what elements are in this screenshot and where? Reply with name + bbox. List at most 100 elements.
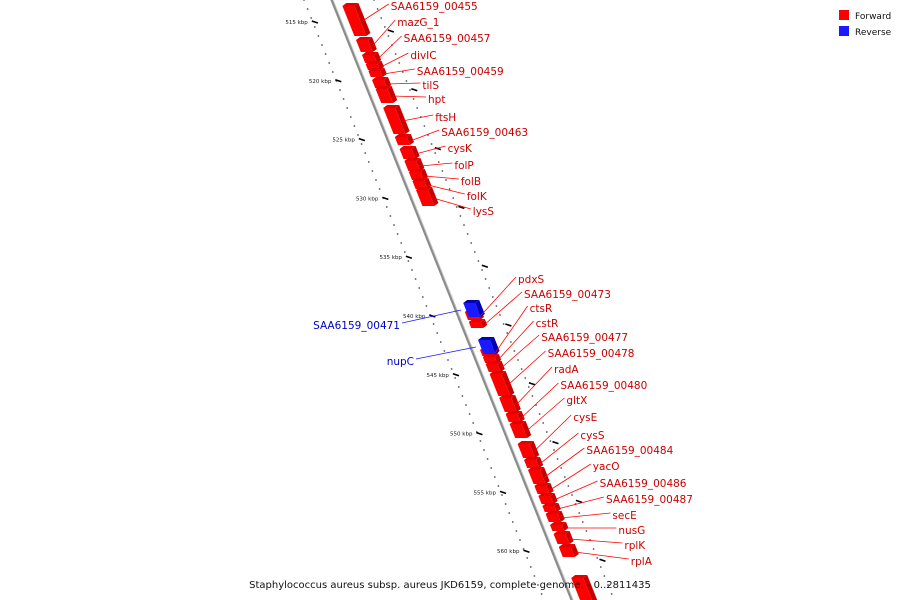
label-connector: [569, 538, 623, 544]
forward-feature-block[interactable]: [524, 457, 544, 468]
guide-dot: [526, 557, 529, 559]
forward-feature-block[interactable]: [505, 411, 525, 422]
feature-label[interactable]: SAA6159_00480: [560, 380, 647, 392]
feature-label[interactable]: SAA6159_00455: [391, 1, 478, 13]
forward-feature-block[interactable]: [342, 3, 371, 36]
forward-feature-block[interactable]: [399, 146, 420, 159]
scale-tick-mark: [405, 255, 413, 259]
feature-blocks: [342, 3, 599, 600]
forward-feature-block[interactable]: [550, 522, 569, 531]
feature-label[interactable]: SAA6159_00478: [548, 348, 635, 360]
forward-feature-block[interactable]: [375, 86, 398, 103]
label-connector: [372, 19, 396, 47]
feature-label[interactable]: rplA: [631, 556, 653, 568]
label-connector: [480, 276, 517, 317]
guide-dot: [364, 152, 367, 154]
forward-feature-block[interactable]: [404, 158, 425, 171]
feature-label[interactable]: SAA6159_00477: [541, 332, 628, 344]
feature-label[interactable]: nupC: [387, 356, 414, 368]
scale-tick-mark: [523, 549, 530, 553]
guide-dot: [538, 413, 541, 415]
feature-label[interactable]: rplK: [624, 540, 646, 552]
feature-label[interactable]: pdxS: [518, 274, 545, 286]
forward-feature-block[interactable]: [538, 493, 558, 504]
feature-label[interactable]: SAA6159_00484: [586, 445, 673, 457]
feature-label[interactable]: cysK: [448, 143, 473, 155]
forward-feature-block[interactable]: [372, 77, 392, 88]
feature-label[interactable]: radA: [554, 364, 579, 376]
feature-label[interactable]: cysS: [580, 430, 604, 442]
feature-label[interactable]: folK: [467, 191, 488, 203]
forward-feature-block[interactable]: [545, 511, 565, 522]
forward-feature-block[interactable]: [383, 105, 410, 134]
label-connector: [380, 52, 409, 68]
forward-feature-block[interactable]: [553, 531, 574, 544]
guide-dot: [522, 548, 525, 550]
feature-label[interactable]: folP: [454, 160, 473, 172]
label-connector: [377, 35, 402, 60]
forward-feature-block[interactable]: [528, 467, 550, 484]
guide-dot: [470, 242, 473, 244]
feature-label[interactable]: cstR: [536, 318, 559, 330]
guide-dot: [461, 395, 464, 397]
scale-tick-mark: [411, 88, 418, 92]
legend-forward-label: Forward: [855, 12, 891, 22]
guide-dot: [389, 215, 392, 217]
feature-label[interactable]: secE: [612, 510, 636, 522]
feature-label[interactable]: ctsR: [530, 303, 553, 315]
scale-tick-mark: [452, 373, 460, 377]
guide-dot: [553, 449, 555, 451]
guide-dot: [563, 476, 566, 478]
forward-feature-block[interactable]: [468, 319, 488, 328]
feature-label[interactable]: divIC: [410, 50, 436, 62]
feature-label[interactable]: tilS: [422, 80, 439, 92]
guide-dot: [394, 53, 397, 55]
feature-label[interactable]: cysE: [573, 412, 597, 424]
guide-dot: [409, 89, 411, 91]
guide-dot: [466, 233, 469, 235]
guide-dot: [465, 404, 467, 406]
guide-dot: [414, 278, 417, 280]
feature-label[interactable]: folB: [461, 176, 481, 188]
feature-label[interactable]: SAA6159_00457: [404, 33, 491, 45]
forward-feature-block[interactable]: [416, 187, 439, 206]
feature-label[interactable]: hpt: [428, 94, 445, 106]
feature-label[interactable]: SAA6159_00459: [417, 66, 504, 78]
feature-label[interactable]: nusG: [618, 525, 645, 537]
forward-feature-block[interactable]: [489, 371, 515, 396]
forward-feature-block[interactable]: [394, 134, 414, 145]
forward-feature-block[interactable]: [356, 37, 377, 52]
label-connector: [507, 350, 546, 386]
forward-feature-block[interactable]: [542, 503, 561, 512]
forward-feature-block[interactable]: [558, 544, 579, 557]
feature-label[interactable]: SAA6159_00486: [600, 478, 687, 490]
feature-label[interactable]: SAA6159_00487: [606, 494, 693, 506]
feature-label[interactable]: mazG_1: [397, 17, 439, 29]
reverse-feature-block[interactable]: [463, 300, 485, 317]
forward-feature-block[interactable]: [499, 395, 521, 412]
forward-feature-block[interactable]: [509, 421, 532, 438]
scale-ticks: 515 kbp 520 kbp 525 kbp 530 kbp 535 kbp 540 k…: [285, 20, 606, 562]
forward-feature-block[interactable]: [485, 361, 505, 372]
guide-dot: [317, 35, 320, 37]
guide-dot: [473, 251, 476, 253]
feature-label[interactable]: SAA6159_00463: [441, 127, 528, 139]
feature-label[interactable]: gltX: [566, 395, 587, 407]
forward-feature-block[interactable]: [571, 575, 599, 600]
forward-feature-block[interactable]: [534, 483, 554, 494]
feature-label[interactable]: lysS: [473, 206, 495, 218]
guide-dot: [486, 458, 489, 460]
guide-dot: [585, 530, 588, 532]
legend-reverse-label: Reverse: [855, 28, 892, 38]
feature-label[interactable]: ftsH: [435, 112, 456, 124]
guide-dot: [396, 233, 399, 235]
feature-label[interactable]: SAA6159_00471: [313, 320, 400, 332]
feature-label[interactable]: SAA6159_00473: [524, 289, 611, 301]
guide-dot: [497, 485, 500, 487]
forward-feature-block[interactable]: [517, 441, 540, 458]
guide-dot: [517, 359, 519, 361]
feature-label[interactable]: yacO: [593, 461, 620, 473]
forward-feature-block[interactable]: [368, 68, 387, 77]
